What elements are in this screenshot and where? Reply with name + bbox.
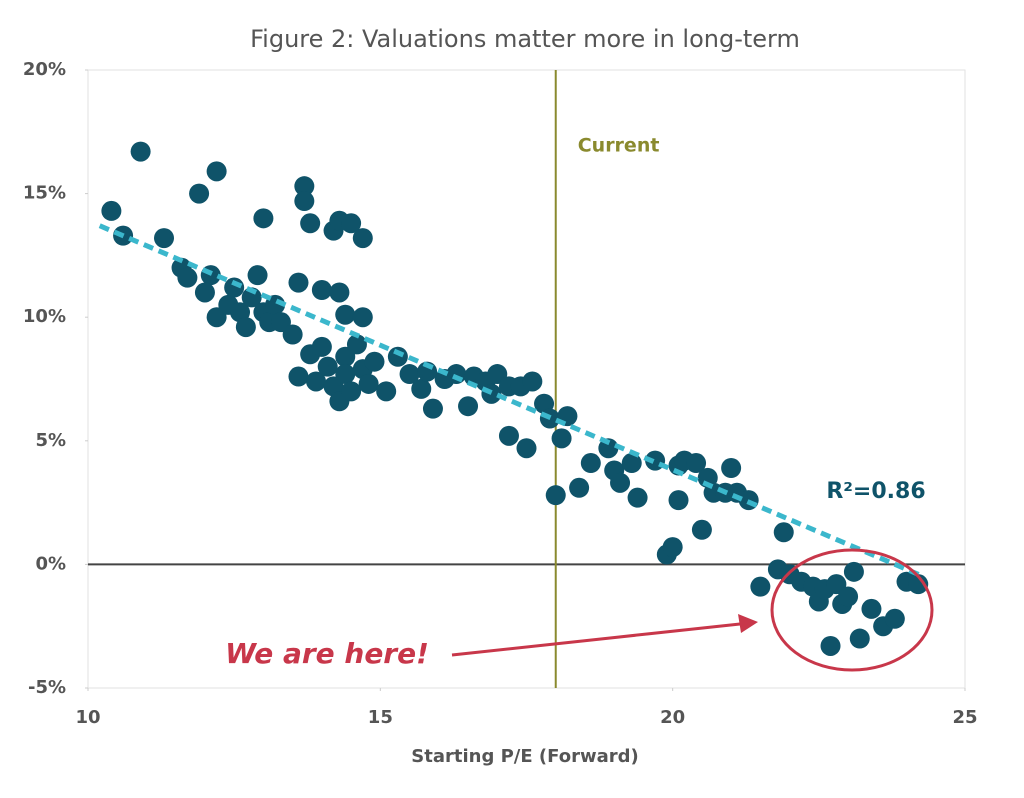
point bbox=[177, 267, 198, 288]
y-tick-label: -5% bbox=[28, 677, 66, 698]
y-tick-label: 5% bbox=[35, 430, 66, 451]
point bbox=[288, 272, 309, 293]
point bbox=[551, 428, 572, 449]
trendline bbox=[98, 223, 926, 580]
point bbox=[335, 364, 356, 385]
point bbox=[580, 453, 601, 474]
point bbox=[522, 371, 543, 392]
plot-area bbox=[87, 69, 966, 689]
point bbox=[843, 561, 864, 582]
point bbox=[399, 364, 420, 385]
point bbox=[311, 336, 332, 357]
point bbox=[627, 487, 648, 508]
point bbox=[101, 200, 122, 221]
point bbox=[668, 490, 689, 511]
point bbox=[621, 453, 642, 474]
point bbox=[721, 457, 742, 478]
point bbox=[364, 351, 385, 372]
point bbox=[569, 477, 590, 498]
point bbox=[662, 537, 683, 558]
x-tick-label: 15 bbox=[368, 707, 393, 728]
point bbox=[691, 519, 712, 540]
point bbox=[154, 228, 175, 249]
point bbox=[422, 398, 443, 419]
x-tick-label: 10 bbox=[75, 707, 100, 728]
point bbox=[352, 228, 373, 249]
reference-label: Current bbox=[578, 135, 660, 157]
point bbox=[598, 438, 619, 459]
point bbox=[686, 453, 707, 474]
point bbox=[235, 317, 256, 338]
point bbox=[908, 574, 929, 595]
point bbox=[750, 576, 771, 597]
point bbox=[498, 425, 519, 446]
point bbox=[253, 208, 274, 229]
point bbox=[241, 287, 262, 308]
point bbox=[294, 176, 315, 197]
x-tick-label: 20 bbox=[660, 707, 685, 728]
point bbox=[411, 378, 432, 399]
y-tick-label: 10% bbox=[23, 306, 66, 327]
y-tick-label: 0% bbox=[35, 553, 66, 574]
point bbox=[820, 635, 841, 656]
arrow-head bbox=[738, 614, 758, 633]
point bbox=[311, 280, 332, 301]
annotation: We are here! bbox=[225, 637, 429, 670]
point bbox=[300, 213, 321, 234]
point bbox=[376, 381, 397, 402]
point bbox=[206, 161, 227, 182]
chart-title: Figure 2: Valuations matter more in long… bbox=[250, 25, 800, 53]
r-squared: R²=0.86 bbox=[826, 479, 925, 504]
point bbox=[358, 373, 379, 394]
point bbox=[341, 213, 362, 234]
point bbox=[545, 485, 566, 506]
point bbox=[849, 628, 870, 649]
y-tick-label: 20% bbox=[23, 59, 66, 80]
x-axis-label: Starting P/E (Forward) bbox=[411, 746, 638, 767]
point bbox=[317, 356, 338, 377]
point bbox=[861, 598, 882, 619]
point bbox=[247, 265, 268, 286]
point bbox=[352, 307, 373, 328]
point bbox=[341, 381, 362, 402]
point bbox=[194, 282, 215, 303]
point bbox=[306, 371, 327, 392]
point bbox=[838, 586, 859, 607]
point bbox=[335, 304, 356, 325]
point bbox=[346, 334, 367, 355]
point bbox=[773, 522, 794, 543]
arrow bbox=[451, 622, 741, 657]
point bbox=[884, 608, 905, 629]
point bbox=[458, 396, 479, 417]
point bbox=[387, 346, 408, 367]
point bbox=[130, 141, 151, 162]
point bbox=[189, 183, 210, 204]
point bbox=[288, 366, 309, 387]
point bbox=[282, 324, 303, 345]
highlight-circle bbox=[770, 548, 934, 672]
point bbox=[516, 438, 537, 459]
point bbox=[446, 364, 467, 385]
point bbox=[610, 472, 631, 493]
x-tick-label: 25 bbox=[952, 707, 977, 728]
point bbox=[294, 191, 315, 212]
point bbox=[329, 282, 350, 303]
y-tick-label: 15% bbox=[23, 183, 66, 204]
